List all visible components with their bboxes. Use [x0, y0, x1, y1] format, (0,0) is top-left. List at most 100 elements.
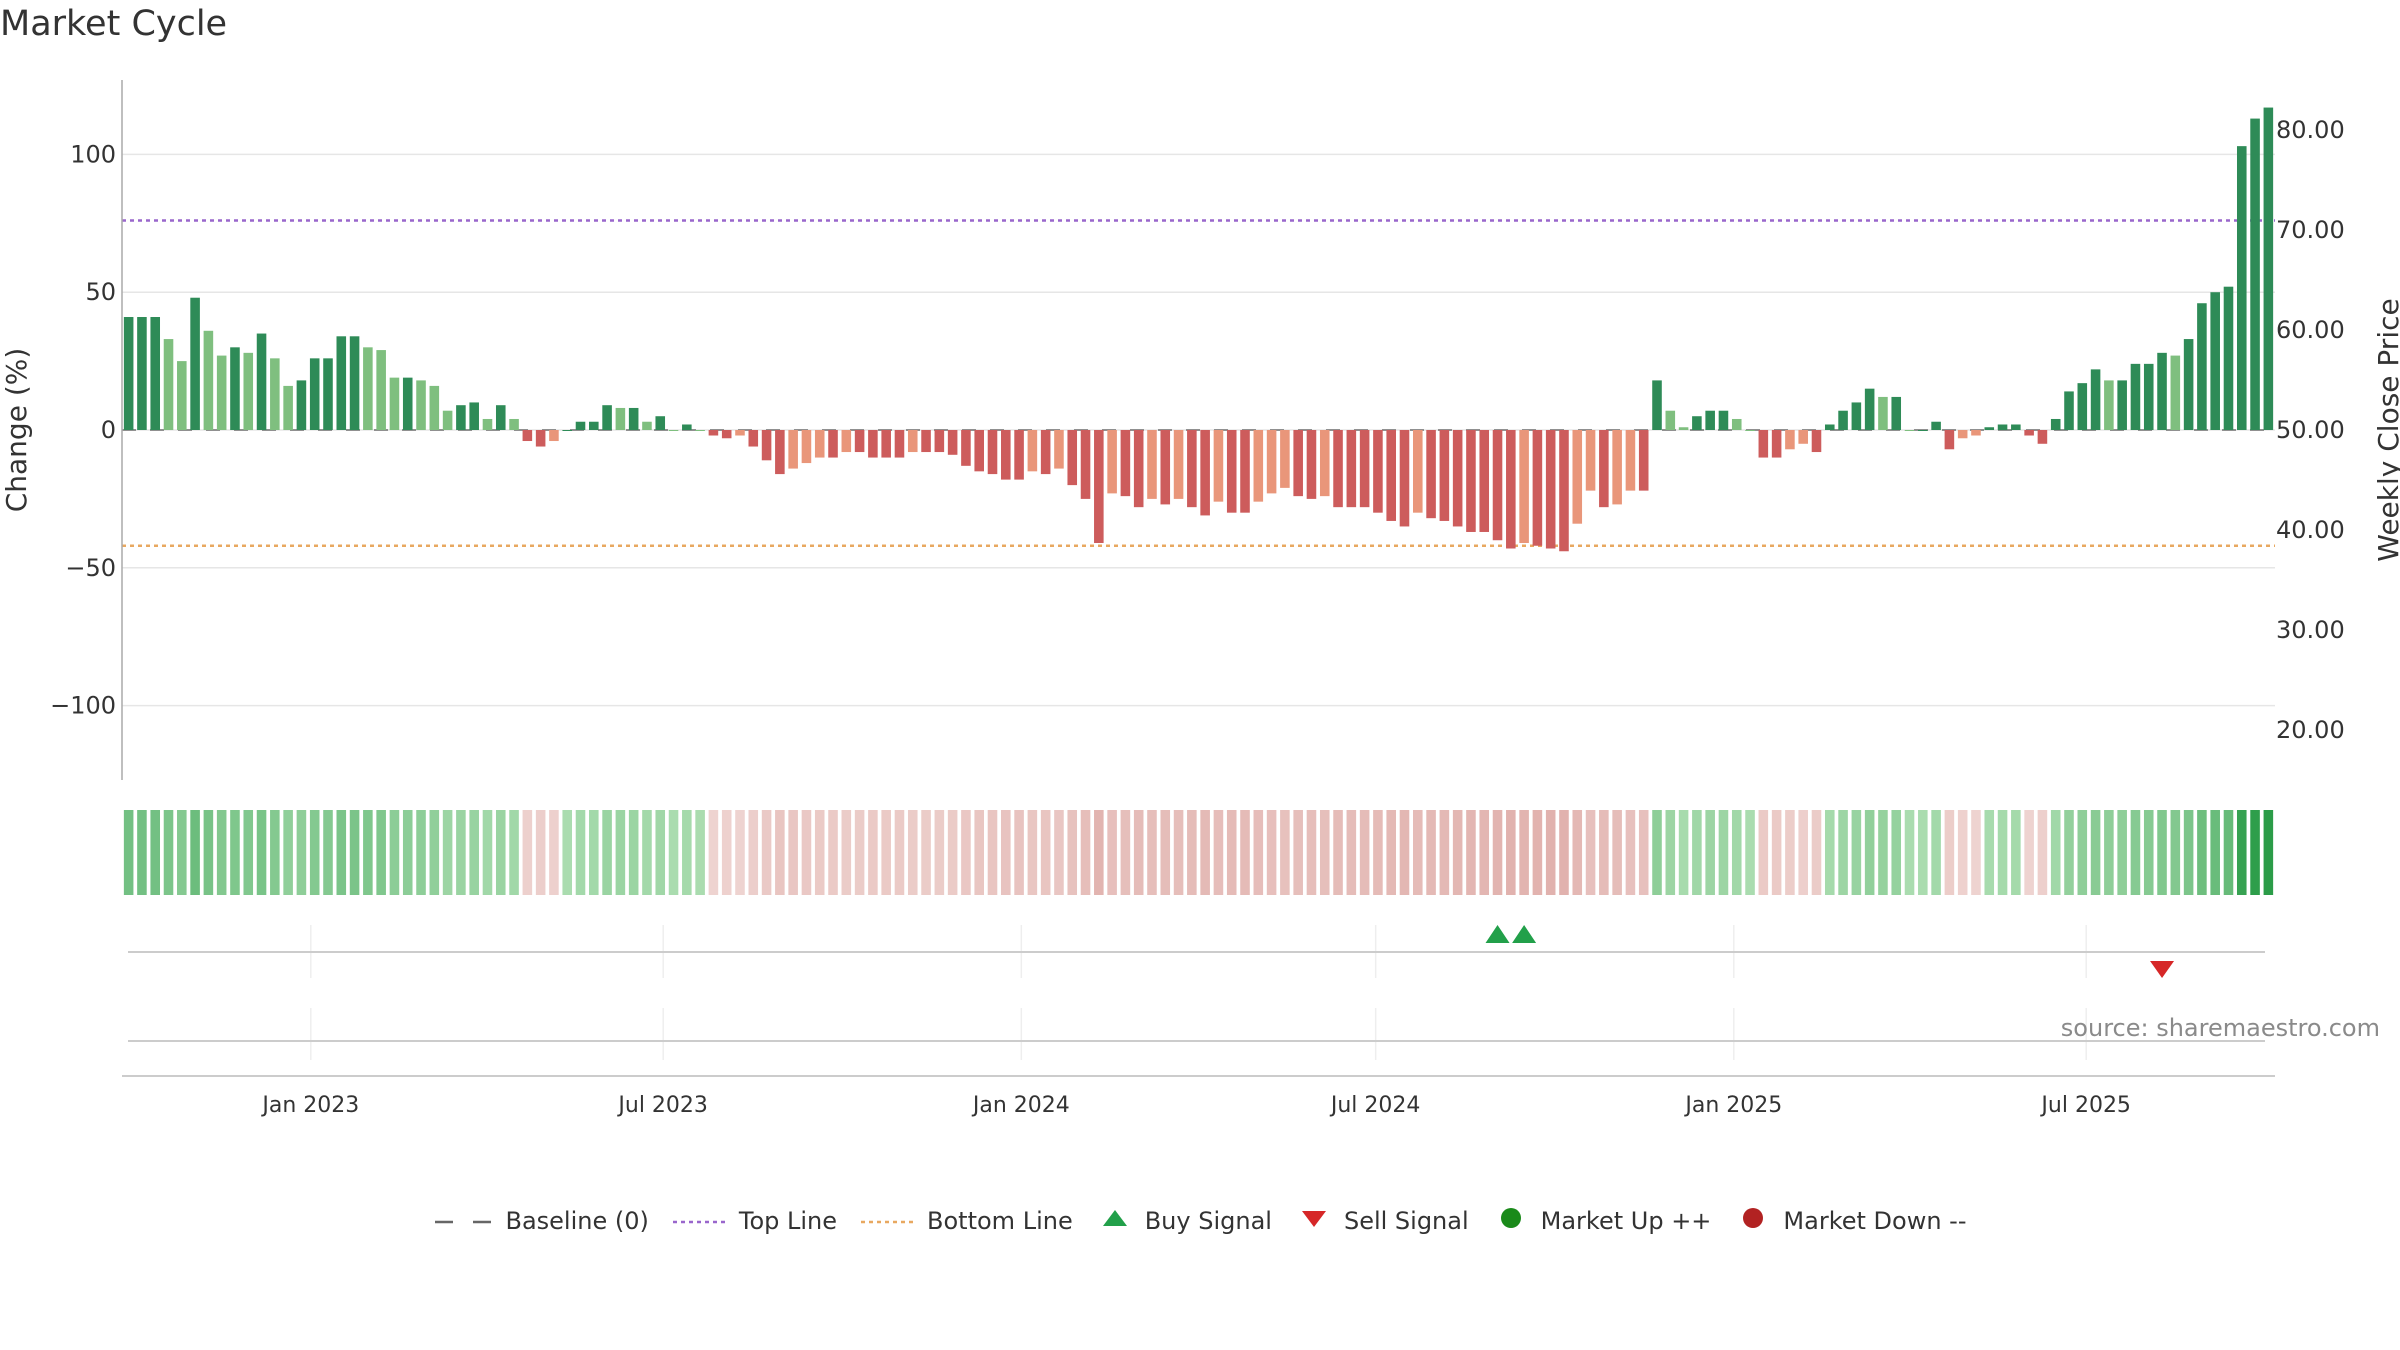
heat-cell	[2250, 810, 2260, 895]
heat-cell	[1971, 810, 1981, 895]
change-bar	[1864, 388, 1875, 430]
heat-cell	[1652, 810, 1662, 895]
change-bar	[2090, 369, 2101, 430]
change-bar	[349, 336, 360, 430]
heat-cell	[1771, 810, 1782, 895]
heat-cell	[1705, 810, 1715, 895]
y2-tick-label: 20.00	[2276, 716, 2345, 744]
heat-cell	[216, 810, 227, 895]
heat-cell	[1612, 810, 1622, 895]
change-bar	[1612, 430, 1622, 505]
heat-cell	[163, 810, 174, 895]
change-bar	[894, 430, 905, 458]
change-bar	[1758, 430, 1769, 458]
change-bar	[1811, 430, 1822, 453]
change-bar	[1001, 430, 1011, 480]
heat-cell	[961, 810, 971, 895]
heat-cell	[190, 810, 200, 895]
change-bar	[1572, 430, 1583, 524]
change-bar	[1625, 430, 1636, 491]
heat-cell	[1838, 810, 1848, 895]
heat-cell	[1532, 810, 1543, 895]
heat-cell	[2157, 810, 2167, 895]
heat-cell	[1001, 810, 1011, 895]
legend: Baseline (0) Top Line Bottom Line Buy Signa…	[0, 1206, 2400, 1236]
heat-cell	[1346, 810, 1357, 895]
heat-cell	[1333, 810, 1343, 895]
change-bar	[575, 421, 586, 430]
change-bar	[1745, 430, 1755, 431]
change-bar	[1519, 430, 1529, 543]
legend-item: Bottom Line	[859, 1207, 1073, 1235]
heat-cell	[1120, 810, 1131, 895]
change-bar	[150, 317, 161, 430]
change-bar	[1851, 402, 1862, 430]
change-bar	[535, 430, 546, 447]
y-tick-label: 0	[101, 416, 116, 444]
legend-item: Top Line	[671, 1207, 837, 1235]
change-bar	[1306, 430, 1317, 499]
change-bar	[230, 347, 240, 430]
change-bar	[642, 421, 652, 430]
heat-cell	[2090, 810, 2101, 895]
change-bar	[376, 350, 386, 430]
change-bar	[841, 430, 852, 453]
heat-cell	[1599, 810, 1609, 895]
heat-cell	[2024, 810, 2034, 895]
change-bar	[402, 377, 413, 430]
change-bar	[442, 410, 453, 430]
heat-cell	[1878, 810, 1888, 895]
baseline-legend-icon	[433, 1207, 495, 1235]
change-bar	[2250, 118, 2260, 431]
change-bar	[2104, 380, 2114, 430]
change-bar	[1492, 430, 1503, 541]
legend-label: Sell Signal	[1343, 1207, 1469, 1235]
x-tick-label: Jul 2025	[2039, 1093, 2131, 1118]
heat-cell	[2183, 810, 2194, 895]
heat-cell	[1798, 810, 1808, 895]
axes: 100 50 0 −50 −100 80.00 70.00 60.00 50.00 40.00 30…	[0, 80, 2400, 1118]
y2-axis-label: Weekly Close Price	[2372, 298, 2400, 561]
change-bar	[589, 421, 599, 430]
change-bar	[907, 430, 918, 453]
change-bar	[814, 430, 825, 458]
change-bar	[1891, 396, 1902, 430]
change-bar	[495, 405, 506, 430]
heat-cell	[748, 810, 759, 895]
heat-cell	[2210, 810, 2220, 895]
change-bar	[1824, 424, 1835, 430]
legend-label: Market Down --	[1783, 1207, 1967, 1235]
y2-tick-label: 40.00	[2276, 516, 2345, 544]
change-bar	[1971, 430, 1981, 436]
change-bar	[801, 430, 812, 464]
heat-cell	[1678, 810, 1689, 895]
heat-cell	[1306, 810, 1317, 895]
heat-cell	[1173, 810, 1184, 895]
heat-cell	[1040, 810, 1051, 895]
change-bar	[2130, 363, 2141, 430]
y-tick-label: 100	[70, 140, 116, 168]
change-bar	[429, 385, 440, 430]
heat-cell	[1918, 810, 1928, 895]
change-bar	[243, 352, 254, 430]
heat-cell	[1545, 810, 1556, 895]
change-bar	[123, 317, 134, 430]
heat-cell	[177, 810, 187, 895]
heat-cell	[509, 810, 519, 895]
heat-cell	[150, 810, 161, 895]
change-bar	[482, 418, 493, 430]
change-bar	[1014, 430, 1024, 480]
heat-cell	[402, 810, 413, 895]
heat-cell	[1213, 810, 1224, 895]
heat-cell	[801, 810, 812, 895]
change-bar	[283, 385, 293, 430]
heat-cell	[881, 810, 891, 895]
y2-tick-label: 30.00	[2276, 616, 2345, 644]
heat-cell	[522, 810, 533, 895]
source-label: source: sharemaestro.com	[2060, 1014, 2380, 1042]
heat-cell	[283, 810, 293, 895]
change-bar	[1559, 430, 1569, 552]
heat-cell	[1054, 810, 1064, 895]
heat-cell	[1625, 810, 1636, 895]
x-tick-label: Jul 2023	[616, 1093, 708, 1118]
